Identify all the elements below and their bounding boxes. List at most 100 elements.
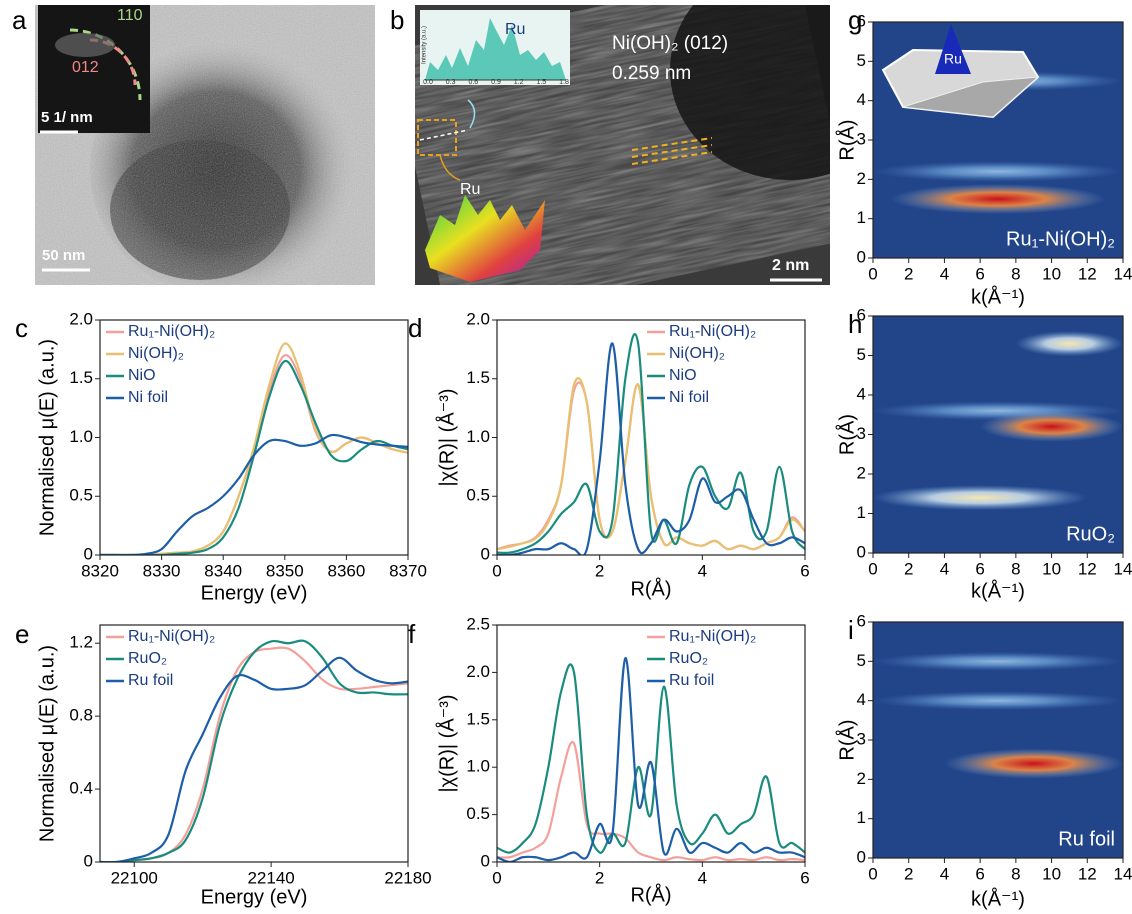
heatmap-feature: [873, 161, 1123, 182]
panel-label: g: [848, 5, 862, 35]
x-tick-label: 0: [868, 264, 877, 283]
x-tick-label: 2: [904, 559, 913, 578]
inset-tick-label: 0.0: [423, 79, 433, 86]
panel-label: i: [848, 615, 854, 645]
sample-label: Ru foil: [1058, 828, 1115, 850]
x-tick-label: 6: [975, 559, 984, 578]
inset-tick-label: 1.8: [559, 79, 569, 86]
panel-label: b: [390, 5, 404, 35]
y-tick-label: 3: [857, 729, 866, 748]
x-tick-label: 6: [800, 868, 809, 887]
y-tick-label: 0: [857, 542, 866, 561]
tem-image: [35, 5, 375, 285]
inset-tick-label: 1.2: [514, 79, 524, 86]
y-tick-label: 3: [857, 424, 866, 443]
surface-label: Ru: [460, 181, 480, 198]
legend-label: Ru₁-Ni(OH)₂: [128, 323, 215, 340]
x-tick-label: 8340: [204, 561, 242, 580]
y-tick-label: 1.0: [69, 427, 93, 446]
y-tick-label: 2: [857, 769, 866, 788]
y-tick-label: 0.5: [69, 486, 93, 505]
x-tick-label: 10: [1042, 264, 1061, 283]
y-tick-label: 0.4: [69, 779, 93, 798]
x-axis-label: R(Å): [630, 577, 671, 600]
x-tick-label: 8320: [81, 561, 119, 580]
panel-label: d: [408, 313, 422, 343]
inset-label: Ru: [944, 51, 962, 67]
y-tick-label: 0: [857, 247, 866, 266]
panel-label: c: [15, 313, 28, 343]
y-axis-label: R(Å): [835, 119, 858, 160]
x-tick-label: 8360: [327, 561, 365, 580]
x-tick-label: 2: [595, 868, 604, 887]
y-axis-label: R(Å): [835, 414, 858, 455]
spacing-label: 0.259 nm: [612, 63, 691, 84]
x-tick-label: 4: [940, 264, 949, 283]
structure-inset: [902, 76, 1040, 118]
y-tick-label: 1: [857, 808, 866, 827]
plot-frame: [99, 624, 409, 863]
y-tick-label: 1.5: [466, 709, 490, 728]
x-tick-label: 22180: [384, 868, 431, 887]
y-tick-label: 2.5: [466, 614, 490, 633]
inset-tick-label: 0.3: [446, 79, 456, 86]
y-tick-label: 1: [857, 503, 866, 522]
panel-label: e: [15, 619, 29, 649]
hrtem-image: [415, 5, 830, 285]
x-tick-label: 4: [698, 868, 707, 887]
x-tick-label: 2: [904, 864, 913, 883]
x-tick-label: 6: [975, 264, 984, 283]
x-tick-label: 8: [1011, 864, 1020, 883]
x-tick-label: 0: [492, 561, 501, 580]
x-tick-label: 2: [595, 561, 604, 580]
y-tick-label: 5: [857, 345, 866, 364]
inset-label: Ru: [505, 21, 525, 38]
y-tick-label: 3: [857, 129, 866, 148]
x-axis-label: Energy (eV): [201, 886, 308, 908]
x-tick-label: 14: [1114, 559, 1132, 578]
y-tick-label: 0.5: [466, 804, 490, 823]
y-tick-label: 0: [481, 851, 490, 870]
x-tick-label: 8: [1011, 559, 1020, 578]
y-tick-label: 0.5: [466, 486, 490, 505]
y-tick-label: 2.0: [466, 309, 490, 328]
legend-label: Ni foil: [128, 389, 168, 406]
x-tick-label: 14: [1114, 264, 1132, 283]
series-line: [100, 656, 408, 862]
x-tick-label: 4: [940, 864, 949, 883]
y-tick-label: 1.0: [466, 427, 490, 446]
y-tick-label: 5: [857, 51, 866, 70]
panel-label: f: [408, 619, 416, 649]
legend-label: Ru foil: [128, 672, 173, 689]
legend-label: Ru₁-Ni(OH)₂: [128, 628, 215, 645]
y-tick-label: 6: [857, 611, 866, 630]
series-line: [100, 639, 408, 862]
x-tick-label: 6: [800, 561, 809, 580]
inset-tick-label: 0.9: [491, 79, 501, 86]
x-tick-label: 2: [904, 264, 913, 283]
y-tick-label: 1.0: [466, 757, 490, 776]
y-tick-label: 0: [857, 847, 866, 866]
x-tick-label: 0: [868, 559, 877, 578]
legend-label: Ni(OH)₂: [128, 345, 184, 362]
legend-label: Ru foil: [669, 672, 714, 689]
x-tick-label: 8350: [266, 561, 304, 580]
x-tick-label: 10: [1042, 559, 1061, 578]
y-tick-label: 4: [857, 90, 866, 109]
scale-bar-label: 50 nm: [42, 247, 85, 264]
sample-label: RuO₂: [1066, 523, 1115, 545]
heatmap-feature: [944, 748, 1123, 779]
y-tick-label: 0: [481, 544, 490, 563]
x-tick-label: 4: [940, 559, 949, 578]
y-axis-label: |χ(R)| (Å⁻³): [435, 694, 458, 792]
legend-label: Ni(OH)₂: [669, 345, 725, 362]
x-tick-label: 8: [1011, 264, 1020, 283]
y-tick-label: 4: [857, 384, 866, 403]
y-axis-label: Normalised μ(E) (a.u.): [36, 645, 58, 842]
legend-label: RuO₂: [128, 650, 167, 667]
y-tick-label: 0: [84, 851, 93, 870]
x-axis-label: R(Å): [630, 883, 671, 906]
series-line: [497, 663, 805, 854]
